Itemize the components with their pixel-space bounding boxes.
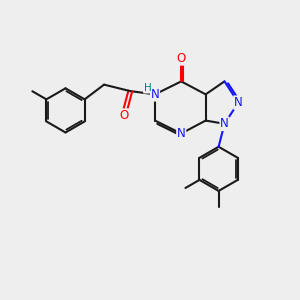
Text: N: N: [177, 127, 186, 140]
Text: O: O: [177, 52, 186, 65]
Text: O: O: [119, 109, 128, 122]
Text: N: N: [220, 117, 229, 130]
Text: H: H: [144, 83, 152, 93]
Text: N: N: [234, 96, 243, 109]
Text: N: N: [151, 88, 159, 101]
